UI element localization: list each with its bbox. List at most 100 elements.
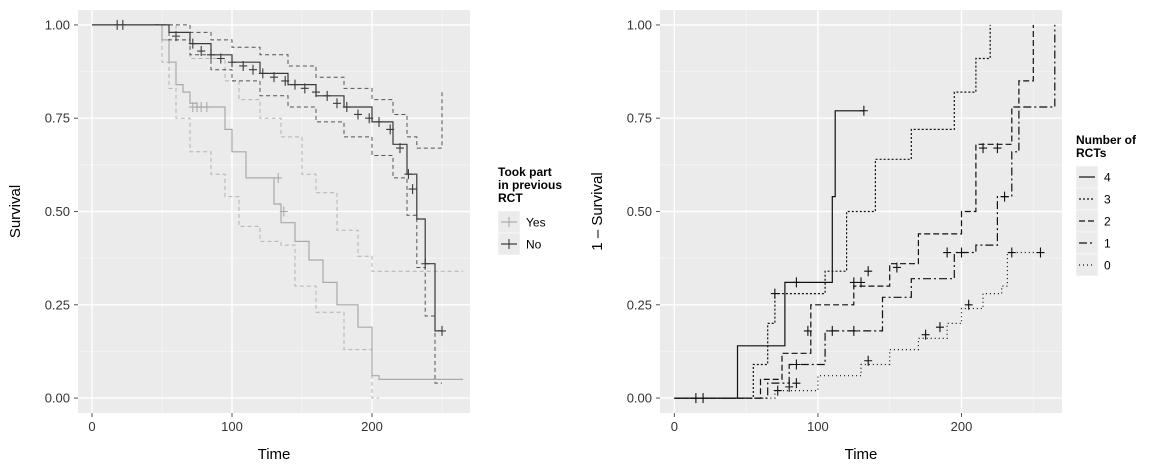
x-tick-label: 100: [807, 419, 829, 434]
censor-mark: [249, 64, 257, 75]
legend-label-1: 1: [1104, 237, 1111, 251]
censor-mark: [281, 75, 290, 86]
censor-mark: [792, 359, 801, 370]
censor-mark: [258, 68, 267, 79]
censor-mark: [864, 266, 873, 277]
censor-mark: [785, 381, 794, 392]
censor-mark: [354, 109, 362, 120]
y-tick-label: 0.75: [627, 111, 652, 126]
censor-mark: [312, 87, 320, 98]
censor-mark: [421, 258, 430, 269]
ci-lower-Yes: [155, 24, 379, 399]
censor-mark: [239, 60, 248, 71]
x-axis-title: Time: [258, 446, 291, 463]
ci-lower-No: [155, 24, 442, 384]
censor-mark: [792, 378, 801, 389]
censor-mark: [333, 98, 341, 109]
y-axis-title: 1 – Survival: [589, 172, 606, 250]
censor-mark: [279, 206, 288, 217]
censor-mark: [921, 329, 930, 340]
y-tick-label: 0.00: [627, 391, 652, 406]
censor-mark: [408, 184, 417, 195]
legend-label-0: 0: [1104, 259, 1111, 273]
censor-mark: [849, 325, 858, 336]
censor-mark: [386, 124, 395, 135]
censor-mark: [770, 288, 779, 299]
censor-mark: [172, 31, 180, 42]
censor-mark: [300, 83, 309, 94]
legend-title: Took part: [498, 165, 552, 179]
series-3: [674, 24, 991, 399]
survival-curve-Yes: [92, 24, 463, 380]
censor-mark: [803, 325, 812, 336]
censor-mark: [291, 79, 299, 90]
censor-mark: [1007, 247, 1016, 258]
censor-mark: [943, 247, 952, 258]
y-tick-label: 1.00: [45, 17, 70, 32]
series-No: [92, 19, 446, 384]
y-tick-label: 0.75: [45, 111, 70, 126]
censor-mark: [375, 116, 383, 127]
y-tick-label: 0.25: [45, 297, 70, 312]
censor-mark: [849, 277, 858, 288]
censor-mark: [197, 46, 206, 57]
censor-mark: [438, 325, 446, 336]
censor-mark: [342, 102, 351, 113]
censor-mark: [859, 105, 868, 116]
censor-mark: [864, 355, 873, 366]
y-tick-label: 0.50: [627, 204, 652, 219]
censor-mark: [1000, 191, 1009, 202]
censor-mark: [935, 322, 944, 333]
legend-label-4: 4: [1104, 171, 1111, 185]
censor-mark: [270, 72, 278, 83]
censor-mark: [828, 325, 837, 336]
y-tick-label: 0.25: [627, 297, 652, 312]
x-tick-label: 0: [88, 419, 95, 434]
survival-curve-3: [674, 24, 991, 399]
censor-mark: [396, 143, 404, 154]
legend-label-Yes: Yes: [526, 216, 546, 230]
censor-mark: [404, 169, 413, 180]
legend-label-2: 2: [1104, 215, 1111, 229]
censor-mark: [228, 57, 236, 68]
y-tick-label: 0.00: [45, 391, 70, 406]
censor-mark: [188, 38, 197, 49]
censor-mark: [118, 19, 127, 30]
x-tick-label: 200: [951, 419, 973, 434]
survival-curve-2: [674, 24, 1034, 399]
censor-mark: [979, 143, 988, 154]
legend-title: RCT: [498, 191, 523, 205]
censor-mark: [892, 262, 901, 273]
censor-mark: [207, 49, 215, 60]
ci-upper-No: [155, 24, 443, 149]
censor-mark: [993, 143, 1002, 154]
censor-mark: [792, 277, 801, 288]
y-axis-title: Survival: [7, 185, 24, 238]
censor-mark: [216, 53, 225, 64]
series-2: [674, 24, 1034, 399]
legend-title: Number of: [1076, 133, 1137, 147]
legend-title: in previous: [498, 178, 562, 192]
x-tick-label: 200: [361, 419, 383, 434]
censor-mark: [202, 102, 211, 113]
ci-upper-Yes: [155, 24, 463, 272]
censor-mark: [323, 90, 332, 101]
censor-mark: [1036, 247, 1045, 258]
censor-mark: [957, 247, 966, 258]
censor-mark: [773, 385, 782, 396]
censor-mark: [274, 172, 283, 183]
survival-curve-0: [674, 251, 1041, 399]
chart-panel-2: 0.00 0.25 0.50 0.75 1.00 0 100 200 Time 1 – Survi…: [589, 10, 1137, 463]
y-tick-label: 1.00: [627, 17, 652, 32]
censor-mark: [365, 113, 374, 124]
chart-panel-1: 0.00 0.25 0.50 0.75 1.00 0 100 200 Time Survival T…: [7, 10, 562, 463]
censor-mark: [964, 299, 973, 310]
series-Yes: [92, 24, 463, 399]
x-tick-label: 0: [671, 419, 678, 434]
legend-label-No: No: [526, 238, 542, 252]
legend-label-3: 3: [1104, 193, 1111, 207]
